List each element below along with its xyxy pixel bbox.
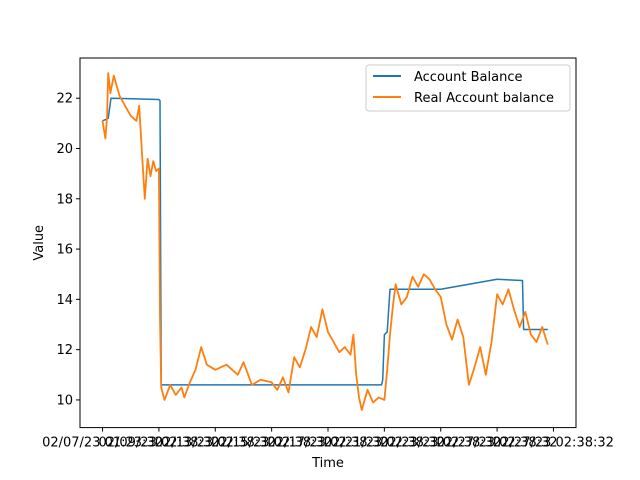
x-axis-label: Time: [311, 456, 344, 471]
y-tick-label: 22: [56, 92, 73, 107]
y-tick-label: 16: [56, 243, 73, 258]
legend-label-real-account-balance: Real Account balance: [414, 91, 554, 106]
y-tick-label: 20: [56, 142, 73, 157]
x-tick-label: 02/13/23 02:38:32: [155, 436, 276, 451]
series-layer: [101, 72, 549, 411]
series-line-account-balance: [102, 97, 548, 386]
x-tick-label: 02/07/23 01:23:32: [42, 436, 163, 451]
y-tick-label: 18: [56, 192, 73, 207]
x-tick-label: 02/15/23 02:38:32: [211, 436, 332, 451]
legend-box: [365, 64, 571, 112]
y-tick-label: 12: [56, 343, 73, 358]
x-tick-label: 02/17/23 02:38:32: [268, 436, 389, 451]
x-tick-label: 02/27/23 02:38:32: [493, 436, 614, 451]
plot-area-frame: [79, 57, 577, 429]
x-tick-label: 02/23/23 02:38:32: [380, 436, 501, 451]
series-line-real-account-balance: [101, 72, 549, 411]
y-tick-label: 10: [56, 393, 73, 408]
y-axis-ticks: 10 12 14 16 18 20 22: [56, 92, 80, 408]
legend: Account Balance Real Account balance: [365, 64, 571, 112]
legend-label-account-balance: Account Balance: [414, 70, 522, 85]
y-tick-label: 14: [56, 293, 73, 308]
y-axis-label: Value: [32, 225, 47, 261]
x-tick-label: 02/21/23 02:38:32: [324, 436, 445, 451]
x-tick-label: 02/09/23 02:38:32: [98, 436, 219, 451]
x-tick-label: 02/27/23 02:38:32: [437, 436, 558, 451]
